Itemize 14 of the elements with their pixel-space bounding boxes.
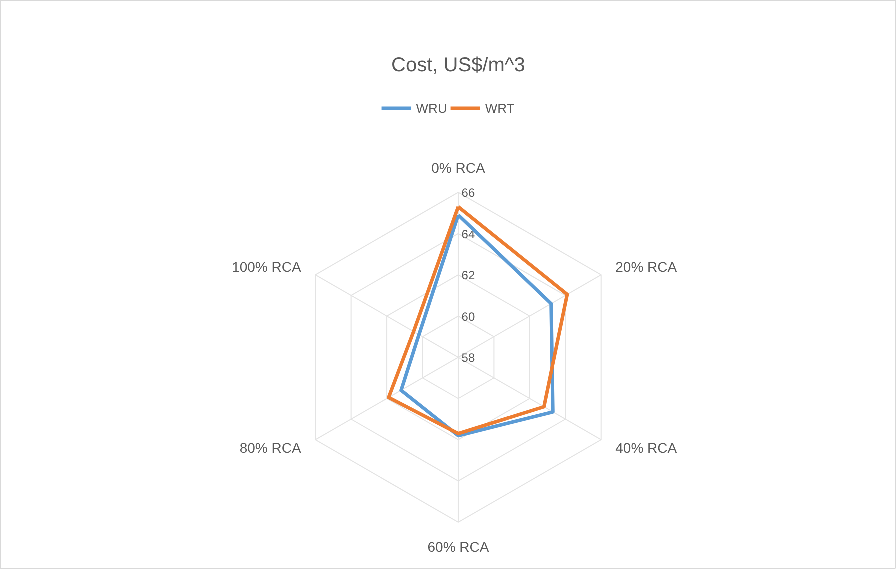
spoke-label: 80% RCA — [240, 440, 302, 456]
chart-title: Cost, US$/m^3 — [392, 54, 526, 76]
y-tick-label: 62 — [462, 268, 476, 283]
y-tick-label: 64 — [462, 227, 476, 242]
spoke-label: 60% RCA — [428, 538, 490, 555]
legend-label: WRU — [416, 100, 448, 116]
spoke-label: 100% RCA — [232, 258, 302, 275]
y-tick-label: 58 — [462, 351, 476, 366]
spoke-label: 40% RCA — [616, 440, 678, 456]
y-tick-label: 66 — [462, 186, 476, 200]
legend-label: WRT — [485, 100, 515, 116]
y-tick-label: 60 — [462, 310, 476, 324]
spoke-label: 20% RCA — [616, 258, 678, 275]
spoke-label: 0% RCA — [432, 160, 486, 176]
